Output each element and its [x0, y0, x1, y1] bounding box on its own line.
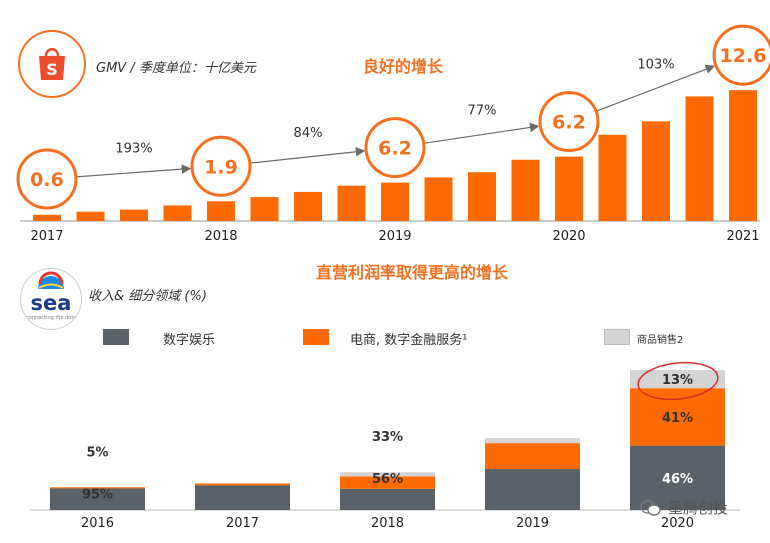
revenue-segment-label: 95% [82, 487, 113, 502]
gmv-callout-circle [364, 117, 426, 179]
revenue-x-tick-label: 2016 [81, 516, 114, 531]
gmv-callout-label: 6.2 [552, 112, 586, 134]
wechat-icon [640, 499, 661, 516]
revenue-x-tick-label: 2020 [661, 516, 694, 531]
sea-globe-icon [38, 271, 64, 289]
growth-arrow [595, 64, 716, 112]
legend-label-ecommerce: 电商, 数字金融服务¹ [350, 333, 468, 348]
legend-swatch-digital-entertainment [103, 329, 129, 345]
revenue-segment-label: 13% [662, 373, 693, 388]
revenue-segment [340, 476, 435, 489]
svg-text:S: S [46, 60, 58, 79]
growth-rate-label: 103% [637, 57, 674, 72]
growth-rate-label: 77% [468, 104, 497, 119]
bottom-chart-title: 直营利润率取得更高的增长 [316, 263, 509, 282]
revenue-segment [630, 370, 725, 389]
revenue-subtitle: 收入& 细分领域 (%) [88, 289, 207, 304]
revenue-segment-label: 56% [372, 472, 403, 487]
revenue-segment-label: 33% [372, 430, 403, 445]
gmv-callout-label: 12.6 [720, 45, 767, 67]
legend-swatch-goods-sales [604, 329, 630, 345]
gmv-x-tick-label: 2018 [204, 229, 237, 244]
gmv-bar [729, 90, 757, 222]
watermark-text: 墨腾创投 [668, 499, 729, 517]
gmv-callout-label: 6.2 [378, 138, 412, 160]
growth-arrow [423, 122, 540, 144]
gmv-bar [76, 211, 105, 221]
gmv-callout-circle [712, 24, 770, 86]
revenue-x-tick-label: 2018 [371, 516, 404, 531]
gmv-bar [555, 156, 583, 221]
growth-arrow [75, 164, 192, 178]
gmv-bar [207, 201, 235, 221]
revenue-segment [195, 485, 290, 510]
gmv-bar [511, 159, 540, 221]
revenue-segment [485, 443, 580, 470]
gmv-bar [250, 197, 279, 221]
revenue-segment [340, 472, 435, 477]
gmv-bar [163, 205, 192, 221]
sea-wordmark: sea [30, 291, 72, 315]
top-chart-title: 良好的增长 [363, 57, 444, 76]
gmv-bar [685, 96, 714, 221]
shopee-logo: S [18, 30, 86, 98]
gmv-bar [381, 182, 409, 221]
revenue-segment-label: 46% [662, 472, 693, 487]
legend-label-goods-sales: 商品销售2 [637, 335, 684, 346]
revenue-segment [340, 488, 435, 510]
gmv-bar [294, 191, 322, 221]
watermark: 墨腾创投 [640, 497, 728, 518]
gmv-x-tick-label: 2020 [552, 229, 585, 244]
gmv-bar [33, 214, 61, 221]
revenue-segment [630, 388, 725, 446]
legend-swatch-ecommerce [303, 329, 329, 345]
gmv-callout-label: 1.9 [204, 156, 238, 178]
sea-logo: sea connecting the dots [20, 268, 82, 330]
gmv-callout-circle [538, 91, 600, 153]
revenue-segment [630, 445, 725, 510]
highlight-circle [637, 361, 719, 401]
gmv-bar [337, 185, 366, 221]
gmv-bar [424, 177, 453, 221]
gmv-callout-label: 0.6 [30, 169, 64, 191]
revenue-segment-label: 41% [662, 411, 693, 426]
revenue-segment [485, 469, 580, 510]
gmv-bar [468, 172, 496, 221]
revenue-segment [50, 487, 145, 489]
growth-rate-label: 84% [294, 126, 323, 141]
revenue-segment [50, 488, 145, 510]
revenue-stacked-chart: 95% 5% 56% 33% 46% 41% 13% 2016 2017 2018 2019 202… [30, 361, 740, 531]
gmv-x-tick-label: 2021 [726, 229, 759, 244]
gmv-bar-chart: 0.6 1.9 6.2 6.2 12.6 193% 84% 77% 103% 2017 2018… [16, 24, 770, 244]
growth-arrow [249, 147, 366, 164]
revenue-segment [485, 438, 580, 444]
gmv-x-tick-label: 2019 [378, 229, 411, 244]
revenue-segment [195, 483, 290, 486]
gmv-x-tick-label: 2017 [30, 229, 63, 244]
revenue-segment-label: 5% [86, 445, 108, 460]
gmv-callout-circle [16, 148, 78, 210]
legend-label-digital-entertainment: 数字娱乐 [163, 333, 216, 348]
revenue-x-tick-label: 2017 [226, 516, 259, 531]
sea-tagline: connecting the dots [26, 315, 76, 321]
growth-rate-label: 193% [115, 142, 152, 157]
gmv-bar [120, 209, 148, 221]
gmv-bar [598, 134, 627, 221]
gmv-bar [642, 121, 670, 221]
shopping-bag-icon: S [39, 48, 65, 80]
gmv-callout-circle [190, 135, 252, 197]
gmv-subtitle: GMV / 季度单位：十亿美元 [96, 61, 256, 76]
revenue-x-tick-label: 2019 [516, 516, 549, 531]
